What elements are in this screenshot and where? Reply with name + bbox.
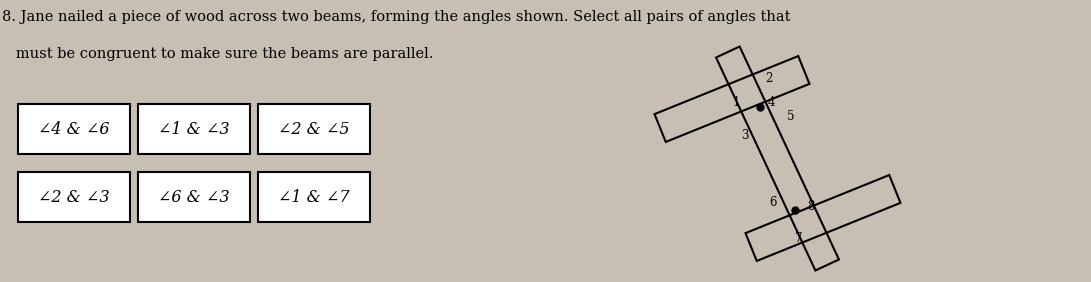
Text: 7: 7 (795, 232, 803, 245)
Text: 8: 8 (807, 201, 814, 213)
FancyBboxPatch shape (257, 172, 370, 222)
FancyBboxPatch shape (137, 104, 250, 154)
Text: 1: 1 (733, 96, 740, 109)
Text: ∠2 & ∠5: ∠2 & ∠5 (278, 120, 350, 138)
FancyBboxPatch shape (17, 104, 130, 154)
Text: ∠4 & ∠6: ∠4 & ∠6 (38, 120, 110, 138)
FancyBboxPatch shape (257, 104, 370, 154)
Text: 3: 3 (741, 129, 748, 142)
Text: must be congruent to make sure the beams are parallel.: must be congruent to make sure the beams… (2, 47, 433, 61)
FancyBboxPatch shape (17, 172, 130, 222)
Text: ∠1 & ∠7: ∠1 & ∠7 (278, 188, 350, 206)
Text: ∠1 & ∠3: ∠1 & ∠3 (158, 120, 230, 138)
Text: 2: 2 (765, 72, 772, 85)
Text: 8. Jane nailed a piece of wood across two beams, forming the angles shown. Selec: 8. Jane nailed a piece of wood across tw… (2, 10, 791, 24)
Text: 5: 5 (787, 111, 794, 124)
Text: ∠6 & ∠3: ∠6 & ∠3 (158, 188, 230, 206)
Text: 4: 4 (768, 96, 776, 109)
FancyBboxPatch shape (137, 172, 250, 222)
Text: ∠2 & ∠3: ∠2 & ∠3 (38, 188, 110, 206)
Text: 6: 6 (769, 195, 777, 208)
